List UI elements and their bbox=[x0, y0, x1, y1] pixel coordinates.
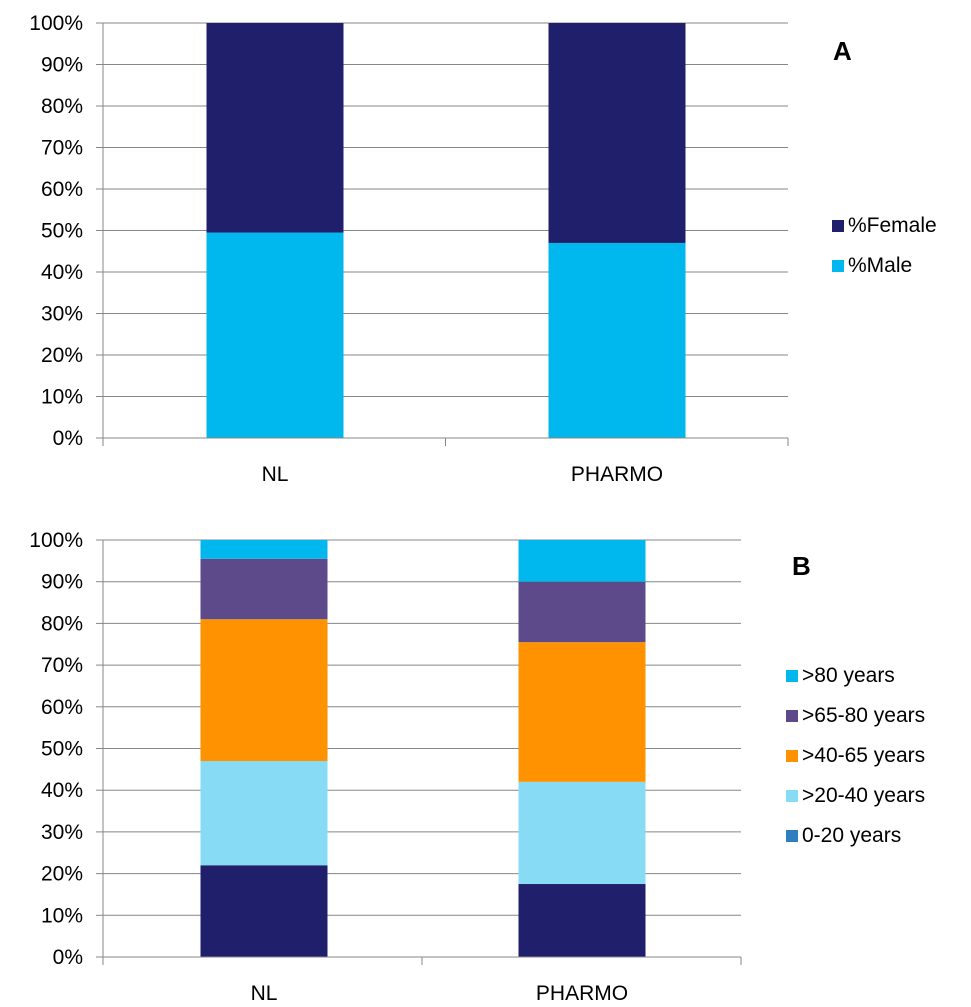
y-tick-label: 80% bbox=[41, 95, 83, 118]
bar-segment bbox=[200, 540, 328, 559]
bar-segment bbox=[518, 540, 646, 582]
y-tick-label: 70% bbox=[41, 137, 83, 160]
y-tick-label: 60% bbox=[41, 696, 83, 719]
x-tick-label: NL bbox=[262, 463, 289, 486]
y-tick-label: 20% bbox=[41, 863, 83, 886]
y-tick-label: 40% bbox=[41, 779, 83, 802]
x-tick-label: PHARMO bbox=[536, 982, 628, 1005]
legend-label: >20-40 years bbox=[802, 784, 925, 807]
bar-segment bbox=[518, 781, 646, 885]
legend-label: >40-65 years bbox=[802, 744, 925, 767]
legend-swatch bbox=[786, 830, 798, 842]
bar-segment bbox=[518, 642, 646, 782]
x-tick-label: PHARMO bbox=[571, 463, 663, 486]
legend-swatch bbox=[786, 750, 798, 762]
y-tick-label: 90% bbox=[41, 54, 83, 77]
y-tick-label: 100% bbox=[29, 12, 83, 35]
y-tick-label: 70% bbox=[41, 654, 83, 677]
bar-segment bbox=[200, 865, 328, 957]
y-tick-label: 80% bbox=[41, 612, 83, 635]
y-tick-label: 30% bbox=[41, 303, 83, 326]
y-tick-label: 50% bbox=[41, 738, 83, 761]
bar-segment bbox=[518, 884, 646, 957]
bar-segment bbox=[206, 23, 344, 233]
legend-swatch bbox=[832, 260, 844, 272]
bar-segment bbox=[518, 581, 646, 643]
y-tick-label: 40% bbox=[41, 261, 83, 284]
legend-swatch bbox=[786, 670, 798, 682]
panel-label: B bbox=[792, 551, 811, 581]
legend-label: %Male bbox=[848, 254, 912, 277]
y-tick-label: 10% bbox=[41, 904, 83, 927]
panel-label: A bbox=[833, 36, 852, 66]
y-tick-label: 20% bbox=[41, 344, 83, 367]
bar-segment bbox=[200, 558, 328, 620]
y-tick-label: 0% bbox=[53, 946, 83, 969]
y-tick-label: 30% bbox=[41, 821, 83, 844]
bar-segment bbox=[206, 232, 344, 438]
legend-label: 0-20 years bbox=[802, 824, 901, 847]
y-tick-label: 50% bbox=[41, 220, 83, 243]
chart-panel-b: 0% 10% 20% 30% 40% 50% 60% 70% 80% 90% 100% NL PHARM… bbox=[29, 529, 925, 1005]
bar-segment bbox=[548, 242, 686, 438]
legend-label: >65-80 years bbox=[802, 704, 925, 727]
legend-swatch bbox=[786, 790, 798, 802]
y-tick-label: 0% bbox=[53, 427, 83, 450]
x-tick-label: NL bbox=[251, 982, 278, 1005]
legend-swatch bbox=[832, 220, 844, 232]
bar-segment bbox=[200, 761, 328, 866]
y-tick-label: 100% bbox=[29, 529, 83, 552]
legend-label: %Female bbox=[848, 214, 937, 237]
y-tick-label: 60% bbox=[41, 178, 83, 201]
chart-panel-a: 0% 10% 20% 30% 40% 50% 60% 70% 80% 90% 100% NL PHARM… bbox=[29, 12, 936, 486]
bar-segment bbox=[200, 619, 328, 762]
y-tick-label: 10% bbox=[41, 386, 83, 409]
y-tick-label: 90% bbox=[41, 571, 83, 594]
bar-segment bbox=[548, 23, 686, 243]
legend-label: >80 years bbox=[802, 664, 895, 687]
legend-swatch bbox=[786, 710, 798, 722]
